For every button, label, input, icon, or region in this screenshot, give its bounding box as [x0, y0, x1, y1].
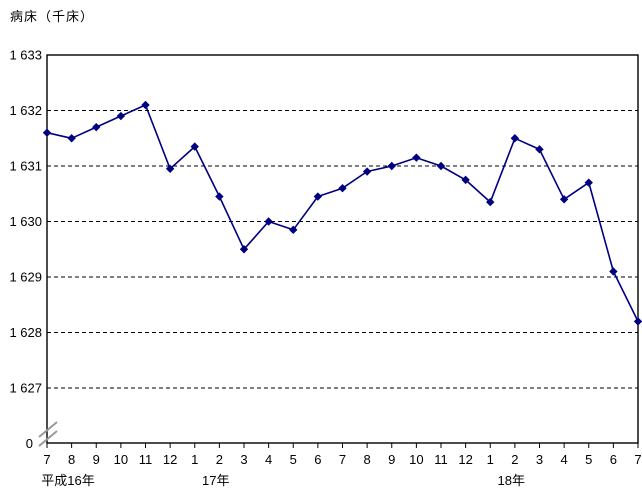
- plot-frame: [46, 54, 639, 444]
- chart-title: 病床（千床）: [10, 9, 95, 24]
- year-labels: 平成16年 17年 18年: [41, 473, 525, 488]
- x-tick-label: 1: [191, 452, 198, 467]
- data-point-marker: [461, 175, 470, 185]
- x-tick-label: 10: [409, 452, 423, 467]
- axis-break-slash: [38, 430, 58, 447]
- year-label: 平成16年: [41, 473, 94, 488]
- data-point-marker: [510, 134, 520, 143]
- x-tick-label: 5: [290, 452, 297, 467]
- data-markers: [42, 100, 642, 326]
- x-tick-label: 8: [68, 452, 75, 467]
- y-tick-label: 1 633: [9, 48, 42, 63]
- data-point-marker: [264, 217, 273, 226]
- x-tick-label: 9: [93, 452, 100, 467]
- data-point-marker: [584, 178, 593, 187]
- data-point-marker: [239, 245, 249, 254]
- data-point-marker: [559, 195, 569, 204]
- x-axis: 7 8 9 10 11 12 1 2 3 4 5 6 7 8 9 10 11 12 1 2 3 4 5 6 7: [43, 443, 642, 467]
- gridlines: [47, 110, 638, 389]
- year-label: 17年: [202, 473, 229, 488]
- x-tick-label: 3: [240, 452, 247, 467]
- y-tick-label: 1 630: [9, 214, 42, 229]
- y-tick-label: 1 627: [9, 381, 42, 396]
- y-axis-labels: 1 633 1 632 1 631 1 630 1 629 1 628 1 627 0: [9, 48, 42, 452]
- y-tick-label: 1 631: [9, 159, 42, 174]
- x-tick-label: 11: [139, 452, 153, 467]
- data-point-marker: [362, 167, 372, 176]
- x-tick-label: 2: [511, 452, 518, 467]
- axis-break: [38, 421, 58, 447]
- x-tick-label: 4: [561, 452, 568, 467]
- x-tick-label: 12: [458, 452, 472, 467]
- data-point-marker: [215, 192, 224, 201]
- data-point-marker: [633, 317, 642, 326]
- data-point-marker: [313, 192, 323, 201]
- y-tick-label: 1 628: [9, 325, 42, 340]
- x-tick-label: 7: [634, 452, 641, 467]
- x-tick-label: 4: [265, 452, 272, 467]
- data-point-marker: [436, 161, 446, 171]
- data-line: [46, 104, 639, 322]
- data-point-marker: [486, 197, 495, 207]
- x-tick-label: 1: [487, 452, 494, 467]
- data-point-marker: [338, 184, 347, 193]
- data-point-marker: [190, 142, 199, 151]
- data-point-marker: [535, 145, 544, 154]
- x-tick-label: 12: [163, 452, 177, 467]
- data-point-marker: [92, 122, 101, 132]
- data-point-marker: [67, 134, 76, 143]
- x-tick-label: 5: [585, 452, 592, 467]
- x-tick-label: 8: [364, 452, 371, 467]
- data-point-marker: [387, 161, 396, 171]
- data-point-marker: [609, 267, 618, 276]
- x-tick-label: 6: [610, 452, 617, 467]
- x-tick-label: 11: [434, 452, 448, 467]
- data-point-marker: [289, 225, 298, 235]
- x-tick-label: 2: [216, 452, 223, 467]
- data-point-marker: [116, 111, 126, 121]
- year-label: 18年: [498, 473, 525, 488]
- data-point-marker: [165, 164, 175, 173]
- data-point-marker: [141, 100, 150, 110]
- axis-break-slash: [38, 421, 58, 438]
- data-point-marker: [42, 128, 52, 137]
- x-tick-label: 6: [314, 452, 321, 467]
- x-tick-label: 9: [388, 452, 395, 467]
- y-tick-label: 1 632: [9, 103, 42, 118]
- y-tick-label: 1 629: [9, 270, 42, 285]
- data-point-marker: [412, 153, 421, 162]
- x-tick-label: 3: [536, 452, 543, 467]
- x-tick-label: 7: [43, 452, 50, 467]
- y-zero-label: 0: [26, 436, 33, 451]
- x-tick-label: 7: [339, 452, 346, 467]
- x-tick-label: 10: [114, 452, 128, 467]
